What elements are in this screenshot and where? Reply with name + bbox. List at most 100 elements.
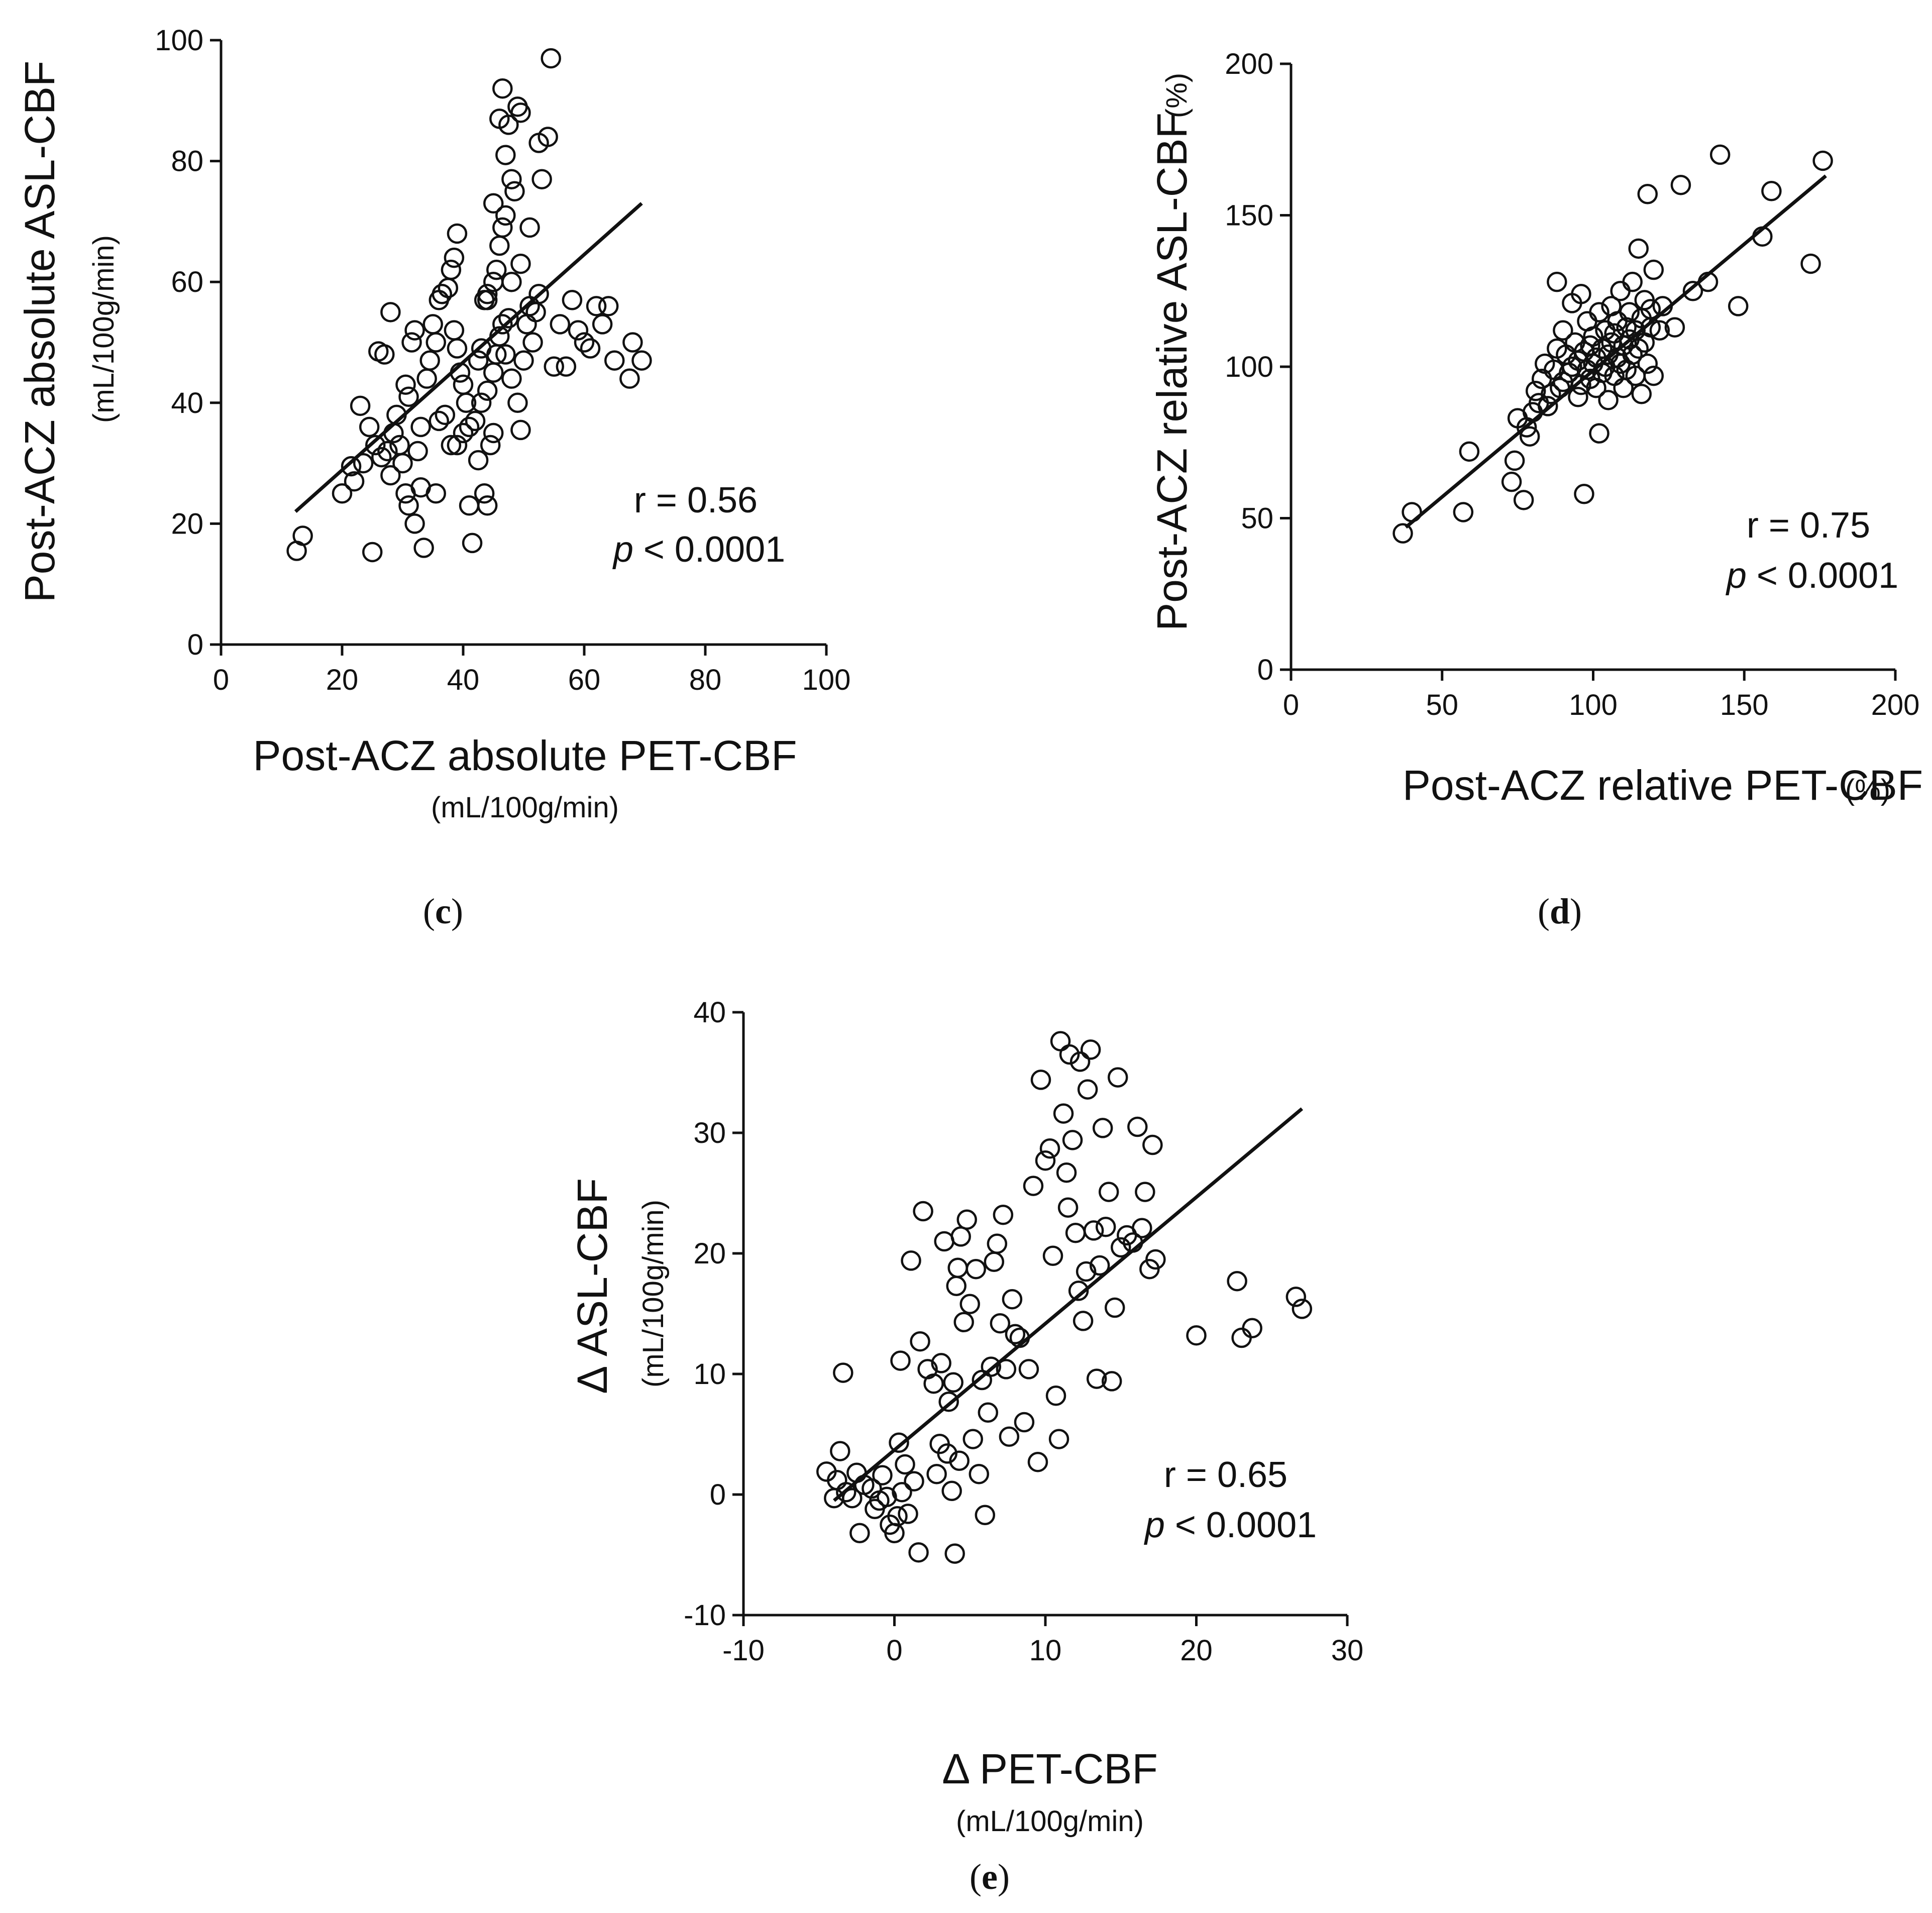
panel-e-data-point: [1142, 1134, 1163, 1155]
panel-d-plot-area: 0 50 100 150 200 0 50 100 150 200: [1225, 48, 1919, 721]
panel-c-data-point: [492, 217, 513, 238]
panel-e-data-point: [1048, 1429, 1069, 1449]
panel-e-data-point: [1018, 1359, 1039, 1379]
panel-d-data-point: [1643, 259, 1664, 280]
panel-e-data-point: [1186, 1325, 1207, 1346]
panel-e-data-point: [1045, 1385, 1066, 1406]
panel-c-data-point: [580, 338, 601, 359]
panel-c-data-point: [444, 247, 465, 268]
panel-c-data-point: [592, 314, 613, 335]
panel-c-p-value: p < 0.0001: [612, 529, 785, 570]
panel-e-x-tick-label: 20: [1180, 1634, 1213, 1667]
panel-d-data-point: [1664, 317, 1685, 338]
panel-c-data-point: [441, 259, 462, 280]
panel-e-data-point: [1127, 1116, 1148, 1137]
panel-c-data-point: [510, 102, 531, 123]
panel-d-y-axis-unit: (%): [1160, 73, 1193, 118]
panel-e-data-point: [889, 1432, 909, 1453]
panel-c-data-point: [477, 380, 498, 401]
panel-e-data-point: [938, 1391, 959, 1412]
panel-c-data-point: [495, 145, 516, 165]
panel-c-data-point: [447, 435, 468, 456]
panel-e-data-point: [1035, 1150, 1056, 1171]
panel-e-data-point: [978, 1402, 999, 1423]
panel-d: 0 50 100 150 200 0 50 100 150 200 Post-ACZ relati…: [1148, 48, 1923, 931]
panel-c-data-point: [401, 332, 422, 353]
panel-d-data-point: [1649, 320, 1670, 341]
panel-e-data-point: [1135, 1182, 1155, 1202]
panel-d-correlation-r: r = 0.75: [1747, 505, 1870, 546]
panel-c-y-tick-label: 0: [187, 628, 203, 661]
panel-c-data-point: [416, 368, 437, 389]
panel-e-letter: e: [982, 1857, 998, 1897]
panel-d-data-point: [1574, 484, 1594, 504]
panel-c-data-point: [444, 320, 465, 341]
panel-d-data-point: [1459, 441, 1480, 462]
panel-e-data-point: [1059, 1044, 1080, 1065]
panel-c-y-axis-label: Post-ACZ absolute ASL-CBF: [16, 61, 63, 602]
panel-d-data-point: [1628, 338, 1649, 359]
panel-e-data-point: [1227, 1270, 1247, 1292]
panel-e-p-symbol: p: [1144, 1505, 1165, 1545]
panel-c-data-point: [468, 350, 489, 371]
panel-c-y-tick-label: 100: [155, 24, 203, 57]
panel-e-data-point: [1231, 1327, 1252, 1348]
panel-e-x-axis-unit: (mL/100g/min): [956, 1805, 1144, 1838]
panel-e-data-point: [1101, 1371, 1122, 1392]
panel-d-data-point: [1628, 238, 1649, 259]
panel-e-data-point: [913, 1201, 933, 1222]
panel-c-data-point: [447, 338, 468, 359]
panel-c-data-point: [392, 453, 413, 474]
panel-c-data-point: [395, 374, 416, 395]
panel-d-label: (d): [1538, 891, 1582, 931]
panel-d-data-point: [1519, 426, 1540, 447]
panel-e-x-tick-label: 0: [886, 1634, 902, 1667]
panel-c-data-point: [453, 422, 474, 444]
panel-c-data-point: [501, 368, 522, 389]
panel-d-y-tick-label: 100: [1225, 351, 1273, 383]
panel-e-data-point: [892, 1481, 912, 1503]
panel-c-data-point: [456, 392, 477, 413]
panel-e-data-point: [996, 1359, 1017, 1379]
panel-c-data-point: [586, 296, 607, 316]
panel-e-data-point: [1242, 1318, 1262, 1339]
panel-d-data-point: [1637, 184, 1658, 204]
panel-e-data-point: [943, 1372, 963, 1393]
panel-c-data-point: [495, 344, 516, 365]
panel-c-data-point: [477, 284, 498, 304]
panel-d-regression-line: [1405, 174, 1827, 529]
panel-d-x-tick-label: 50: [1426, 689, 1458, 721]
panel-e-data-point: [959, 1294, 980, 1315]
panel-d-data-point: [1616, 317, 1637, 338]
panel-e-data-point: [1089, 1255, 1110, 1276]
panel-c-regression-line: [294, 202, 643, 513]
panel-e-data-point: [1030, 1070, 1051, 1090]
panel-d-data-point: [1598, 390, 1619, 410]
panel-e-data-point: [895, 1454, 915, 1475]
panel-e-correlation-r: r = 0.65: [1164, 1455, 1287, 1495]
panel-c-data-point: [495, 205, 516, 226]
panel-c-data-point: [480, 435, 501, 456]
panel-c-data-point: [477, 290, 498, 310]
panel-e-data-point: [1076, 1261, 1097, 1282]
panel-d-data-point: [1501, 471, 1522, 492]
panel-c-data-point: [462, 533, 483, 554]
panel-e-data-point: [923, 1373, 944, 1394]
panel-d-data-point: [1568, 387, 1588, 407]
panel-d-data-point: [1538, 396, 1558, 416]
panel-e-data-point: [975, 1505, 996, 1526]
panel-e-data-point: [1107, 1067, 1128, 1088]
panel-c-data-point: [510, 253, 531, 274]
panel-c-data-point: [380, 465, 401, 486]
panel-e-data-point: [1039, 1138, 1060, 1159]
panel-e-data-point: [950, 1226, 971, 1247]
panel-c-data-point: [492, 314, 513, 335]
panel-e-data-point: [1111, 1237, 1131, 1258]
panel-e-plot-area: -10 0 10 20 30 -10 0 10 20 30 40: [684, 996, 1363, 1667]
panel-c-data-point: [501, 271, 522, 292]
panel-e-data-point: [910, 1331, 930, 1352]
panel-e-x-tick-label: -10: [722, 1634, 765, 1667]
panel-d-data-point: [1619, 302, 1640, 323]
panel-e-data-point: [1050, 1031, 1071, 1051]
panel-e-data-point: [1062, 1130, 1083, 1150]
